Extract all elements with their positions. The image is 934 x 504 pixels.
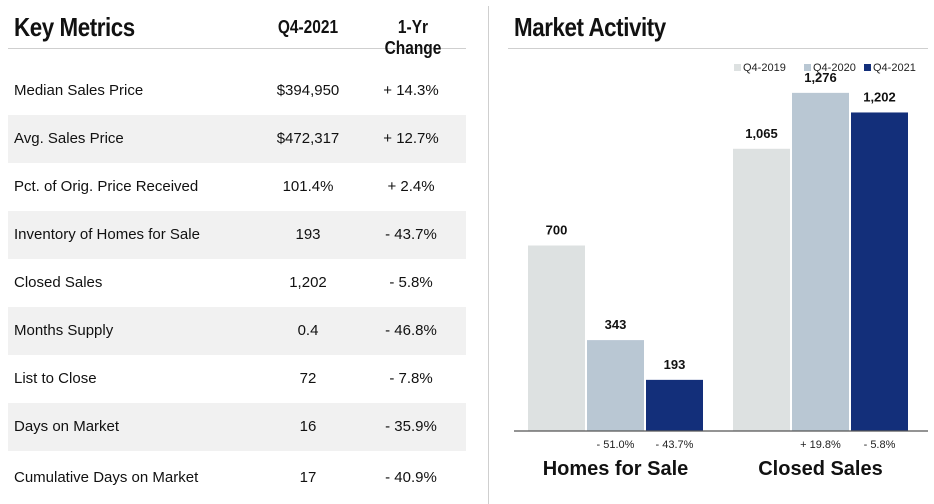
bar [528, 245, 585, 431]
bar [587, 340, 644, 431]
change-label: + 19.8% [800, 439, 841, 451]
chart-title: Market Activity [514, 12, 666, 42]
data-label: 343 [605, 317, 627, 332]
metric-change: + 2.4% [387, 178, 435, 195]
metric-change: - 7.8% [389, 370, 433, 387]
key-metrics-panel: Key Metrics Q4-2021 1-Yr Change Median S… [8, 0, 466, 504]
legend-swatch [734, 64, 741, 71]
table-row: Months Supply 0.4 - 46.8% [8, 307, 466, 355]
metric-value: 17 [299, 469, 317, 486]
change-label: - 51.0% [597, 439, 635, 451]
bar [792, 92, 849, 432]
metric-change: - 46.8% [385, 322, 437, 339]
data-label: 700 [546, 223, 568, 238]
data-label: 193 [664, 357, 686, 372]
metric-value: $394,950 [276, 82, 340, 99]
column-header-change: 1-Yr Change [384, 17, 442, 58]
legend-label: Q4-2021 [873, 62, 916, 74]
table-title: Key Metrics [14, 12, 135, 42]
panel-divider [488, 6, 489, 504]
metric-label: List to Close [14, 370, 97, 387]
legend-label: Q4-2019 [743, 62, 786, 74]
metric-change: + 14.3% [383, 82, 439, 99]
category-label: Closed Sales [758, 458, 883, 480]
table-row: List to Close 72 - 7.8% [8, 355, 466, 403]
metric-value: 0.4 [297, 322, 319, 339]
metric-label: Pct. of Orig. Price Received [14, 178, 199, 195]
metric-value: 16 [299, 418, 317, 435]
table-row: Avg. Sales Price $472,317 + 12.7% [8, 115, 466, 163]
table-row: Days on Market 16 - 35.9% [8, 403, 466, 451]
table-row: Inventory of Homes for Sale 193 - 43.7% [8, 211, 466, 259]
metric-label: Days on Market [14, 418, 120, 435]
title-rule [508, 48, 928, 49]
metric-value: $472,317 [276, 130, 340, 147]
legend-label: Q4-2020 [813, 62, 856, 74]
metric-value: 193 [295, 226, 321, 243]
table-row: Median Sales Price $394,950 + 14.3% [8, 67, 466, 115]
change-label: - 43.7% [656, 439, 694, 451]
data-label: 1,276 [804, 70, 837, 85]
bar [851, 112, 908, 431]
table-row: Closed Sales 1,202 - 5.8% [8, 259, 466, 307]
column-header-period: Q4-2021 [277, 17, 339, 37]
metric-label: Cumulative Days on Market [14, 469, 199, 486]
metric-label: Avg. Sales Price [14, 130, 124, 147]
table-row: Pct. of Orig. Price Received 101.4% + 2.… [8, 163, 466, 211]
change-label: - 5.8% [864, 439, 896, 451]
bar [733, 148, 790, 431]
metric-label: Inventory of Homes for Sale [14, 226, 200, 243]
bar-chart: Q4-2019 Q4-2020 Q4-2021 700 343 - 51.0% 193 - 4… [514, 62, 928, 480]
data-label: 1,202 [863, 89, 896, 104]
table-header: Key Metrics Q4-2021 1-Yr Change [8, 6, 466, 58]
legend-swatch [804, 64, 811, 71]
market-activity-panel: Market Activity Q4-2019 Q4-2020 Q4-2021 700… [508, 0, 934, 504]
legend-swatch [864, 64, 871, 71]
metric-value: 1,202 [289, 274, 327, 291]
metric-value: 101.4% [282, 178, 334, 195]
metric-change: - 5.8% [389, 274, 433, 291]
metric-change: - 35.9% [385, 418, 437, 435]
metric-label: Median Sales Price [14, 82, 144, 99]
metric-label: Months Supply [14, 322, 114, 339]
table-row: Cumulative Days on Market 17 - 40.9% [8, 454, 466, 502]
metric-change: - 43.7% [385, 226, 437, 243]
data-label: 1,065 [745, 126, 778, 141]
metric-change: + 12.7% [383, 130, 439, 147]
bar [646, 379, 703, 431]
metric-change: - 40.9% [385, 469, 437, 486]
metric-label: Closed Sales [14, 274, 103, 291]
metric-value: 72 [299, 370, 317, 387]
category-label: Homes for Sale [543, 458, 689, 480]
